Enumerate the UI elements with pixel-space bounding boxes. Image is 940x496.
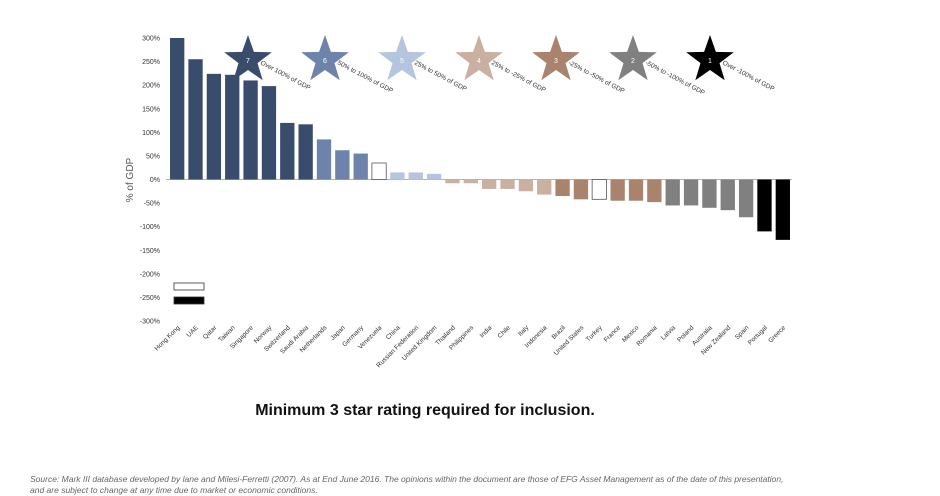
y-tick-label: 50% [146, 153, 160, 160]
y-axis-ticks: 300% 250% 200% 150% 100% 50% 0% -50% -100% -150% -… [140, 36, 160, 326]
y-tick-label: -200% [140, 271, 160, 278]
bar-switzerland [280, 122, 295, 180]
category-label: India [479, 324, 494, 339]
source-line-2: and are subject to change at any time du… [30, 485, 318, 495]
legend-label: 25% to 50% of GDP [413, 60, 468, 93]
star-number: 1 [708, 58, 712, 65]
net-foreign-assets-chart: 300% 250% 200% 150% 100% 50% 0% -50% -100% -150% -… [125, 35, 792, 369]
category-label: Romania [635, 324, 659, 348]
star-1-icon [686, 35, 734, 81]
bar-new-zealand [720, 179, 735, 211]
bar-taiwan [225, 74, 240, 180]
star-rating-legend: 7 Over 100% of GDP 6 50% to 100% of GDP 5 25%… [224, 35, 775, 97]
y-tick-label: -250% [140, 295, 160, 302]
source-line-1: Source: Mark III database developed by l… [30, 474, 784, 484]
y-tick-label: -100% [140, 224, 160, 231]
category-label: Chile [497, 324, 513, 340]
bar-brazil [555, 179, 570, 197]
bar-philippines [463, 179, 478, 184]
star-number: 6 [323, 58, 327, 65]
star-6-icon [301, 35, 349, 81]
category-label: Latvia [660, 324, 677, 341]
bar-japan [335, 150, 350, 180]
legend-box [173, 282, 205, 291]
star-number: 2 [631, 58, 635, 65]
bar-chile [500, 179, 515, 189]
y-tick-label: -50% [144, 201, 160, 208]
bar-china [390, 172, 405, 180]
bar-netherlands [316, 139, 332, 180]
bar-indonesia [537, 179, 552, 195]
star-2-icon [609, 35, 657, 81]
legend-label: Over -100% of GDP [721, 60, 775, 93]
bar-poland [683, 179, 699, 206]
bar-saudi-arabia [298, 124, 313, 180]
bar-portugal [757, 179, 772, 232]
bars [170, 38, 790, 240]
category-label: UAE [186, 324, 201, 339]
bar-germany [353, 153, 368, 180]
bar-uae [188, 59, 203, 180]
star-number: 4 [477, 58, 481, 65]
bar-romania [647, 179, 662, 203]
bar-hong-kong [170, 38, 185, 180]
category-label: Hong Kong [154, 324, 182, 352]
category-label: France [603, 324, 623, 344]
y-tick-label: -300% [140, 319, 160, 326]
legend-label: -25% to -50% of GDP [567, 60, 625, 96]
bar-turkey [591, 179, 607, 200]
bar-united-kingdom [426, 173, 442, 180]
star-7-icon [224, 35, 272, 81]
category-label: Italy [517, 324, 531, 338]
x-axis-categories: Hong Kong UAE Qatar TaiwanSingaporeNorwaySw… [154, 324, 788, 369]
chart-caption: Minimum 3 star rating required for inclu… [255, 402, 595, 419]
category-label: Turkey [585, 324, 604, 343]
bar-norway [261, 86, 277, 180]
category-label: Qatar [202, 324, 219, 341]
bar-latvia [665, 179, 680, 206]
category-label: Portugal [747, 324, 769, 346]
legend-label: 25% to -25% of GDP [490, 60, 547, 95]
bar-united-states [573, 179, 589, 200]
outline-legend-boxes [173, 282, 205, 305]
y-tick-label: 100% [142, 130, 160, 137]
bar-russian-federation [408, 172, 423, 180]
category-label: United Kingdom [401, 324, 439, 362]
y-tick-label: 200% [142, 83, 160, 90]
star-4-icon [455, 35, 503, 81]
star-number: 5 [400, 58, 404, 65]
y-tick-label: 0% [150, 177, 160, 184]
category-label: Brazil [551, 324, 568, 341]
bar-thailand [445, 179, 460, 184]
bar-qatar [206, 73, 222, 180]
y-tick-label: -150% [140, 248, 160, 255]
y-axis-label: % of GDP [125, 157, 136, 202]
y-tick-label: 300% [142, 36, 160, 43]
bar-india [482, 179, 497, 189]
star-5-icon [378, 35, 426, 81]
bar-australia [702, 179, 717, 208]
category-label: Spain [734, 324, 751, 341]
bar-italy [518, 179, 534, 192]
bar-greece [775, 179, 790, 240]
y-tick-label: 250% [142, 59, 160, 66]
bar-venezuela [371, 162, 387, 180]
bar-mexico [628, 179, 644, 201]
source-note: Source: Mark III database developed by l… [30, 474, 925, 496]
y-tick-label: 150% [142, 106, 160, 113]
star-number: 7 [246, 58, 250, 65]
legend-box [173, 296, 205, 305]
category-label: Greece [767, 324, 787, 344]
star-number: 3 [554, 58, 558, 65]
legend-label: 50% to 100% of GDP [336, 60, 394, 95]
star-3-icon [532, 35, 580, 81]
bar-spain [738, 179, 754, 218]
bar-france [610, 179, 625, 201]
bar-singapore [243, 80, 258, 180]
